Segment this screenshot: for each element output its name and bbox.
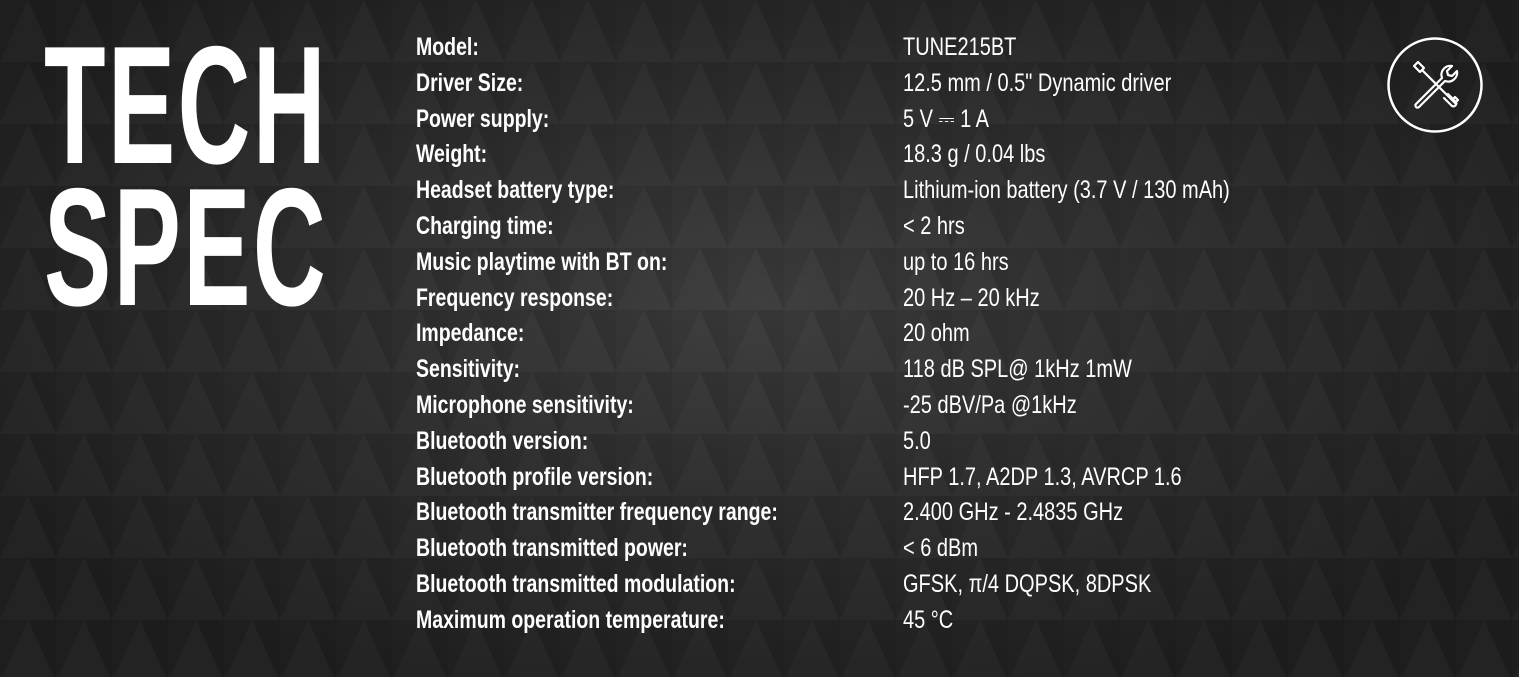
spec-value: 118 dB SPL@ 1kHz 1mW (903, 355, 1132, 384)
spec-label: Sensitivity: (416, 355, 521, 384)
spec-value: < 6 dBm (903, 534, 979, 563)
spec-label: Headset battery type: (416, 176, 615, 205)
spec-value: GFSK, π/4 DQPSK, 8DPSK (903, 569, 1152, 598)
spec-value: up to 16 hrs (903, 247, 1009, 276)
spec-label: Power supply: (416, 104, 550, 133)
spec-label: Bluetooth transmitted modulation: (416, 569, 736, 598)
spec-value: TUNE215BT (903, 33, 1017, 61)
spec-value: 45 °C (903, 605, 954, 634)
spec-value: 18.3 g / 0.04 lbs (903, 140, 1046, 169)
title-line-1: TECH (44, 11, 328, 199)
spec-label: Bluetooth version: (416, 426, 589, 455)
spec-label: Model: (416, 33, 479, 61)
spec-value: 20 Hz – 20 kHz (903, 283, 1040, 312)
spec-value: < 2 hrs (903, 211, 965, 240)
spec-label: Charging time: (416, 211, 554, 240)
tools-icon (1387, 37, 1483, 133)
spec-label: Microphone sensitivity: (416, 390, 634, 419)
spec-value: 20 ohm (903, 319, 970, 348)
spec-value: HFP 1.7, A2DP 1.3, AVRCP 1.6 (903, 462, 1182, 491)
spec-label: Maximum operation temperature: (416, 605, 725, 634)
spec-label: Frequency response: (416, 283, 614, 312)
spec-value: 2.400 GHz - 2.4835 GHz (903, 498, 1124, 527)
spec-label: Bluetooth profile version: (416, 462, 654, 491)
spec-label: Driver Size: (416, 68, 524, 97)
spec-label: Bluetooth transmitted power: (416, 534, 688, 563)
spec-label: Impedance: (416, 319, 525, 348)
page-title: TECH SPEC (44, 11, 329, 341)
spec-value: Lithium-ion battery (3.7 V / 130 mAh) (903, 176, 1230, 205)
spec-value: -25 dBV/Pa @1kHz (903, 390, 1077, 419)
spec-value: 12.5 mm / 0.5" Dynamic driver (903, 68, 1172, 97)
spec-value: 5 V ⎓ 1 A (903, 104, 990, 133)
spec-label: Weight: (416, 140, 488, 169)
spec-label: Music playtime with BT on: (416, 247, 668, 276)
title-line-2: SPEC (44, 153, 329, 341)
spec-value: 5.0 (903, 426, 931, 455)
spec-label: Bluetooth transmitter frequency range: (416, 498, 778, 527)
